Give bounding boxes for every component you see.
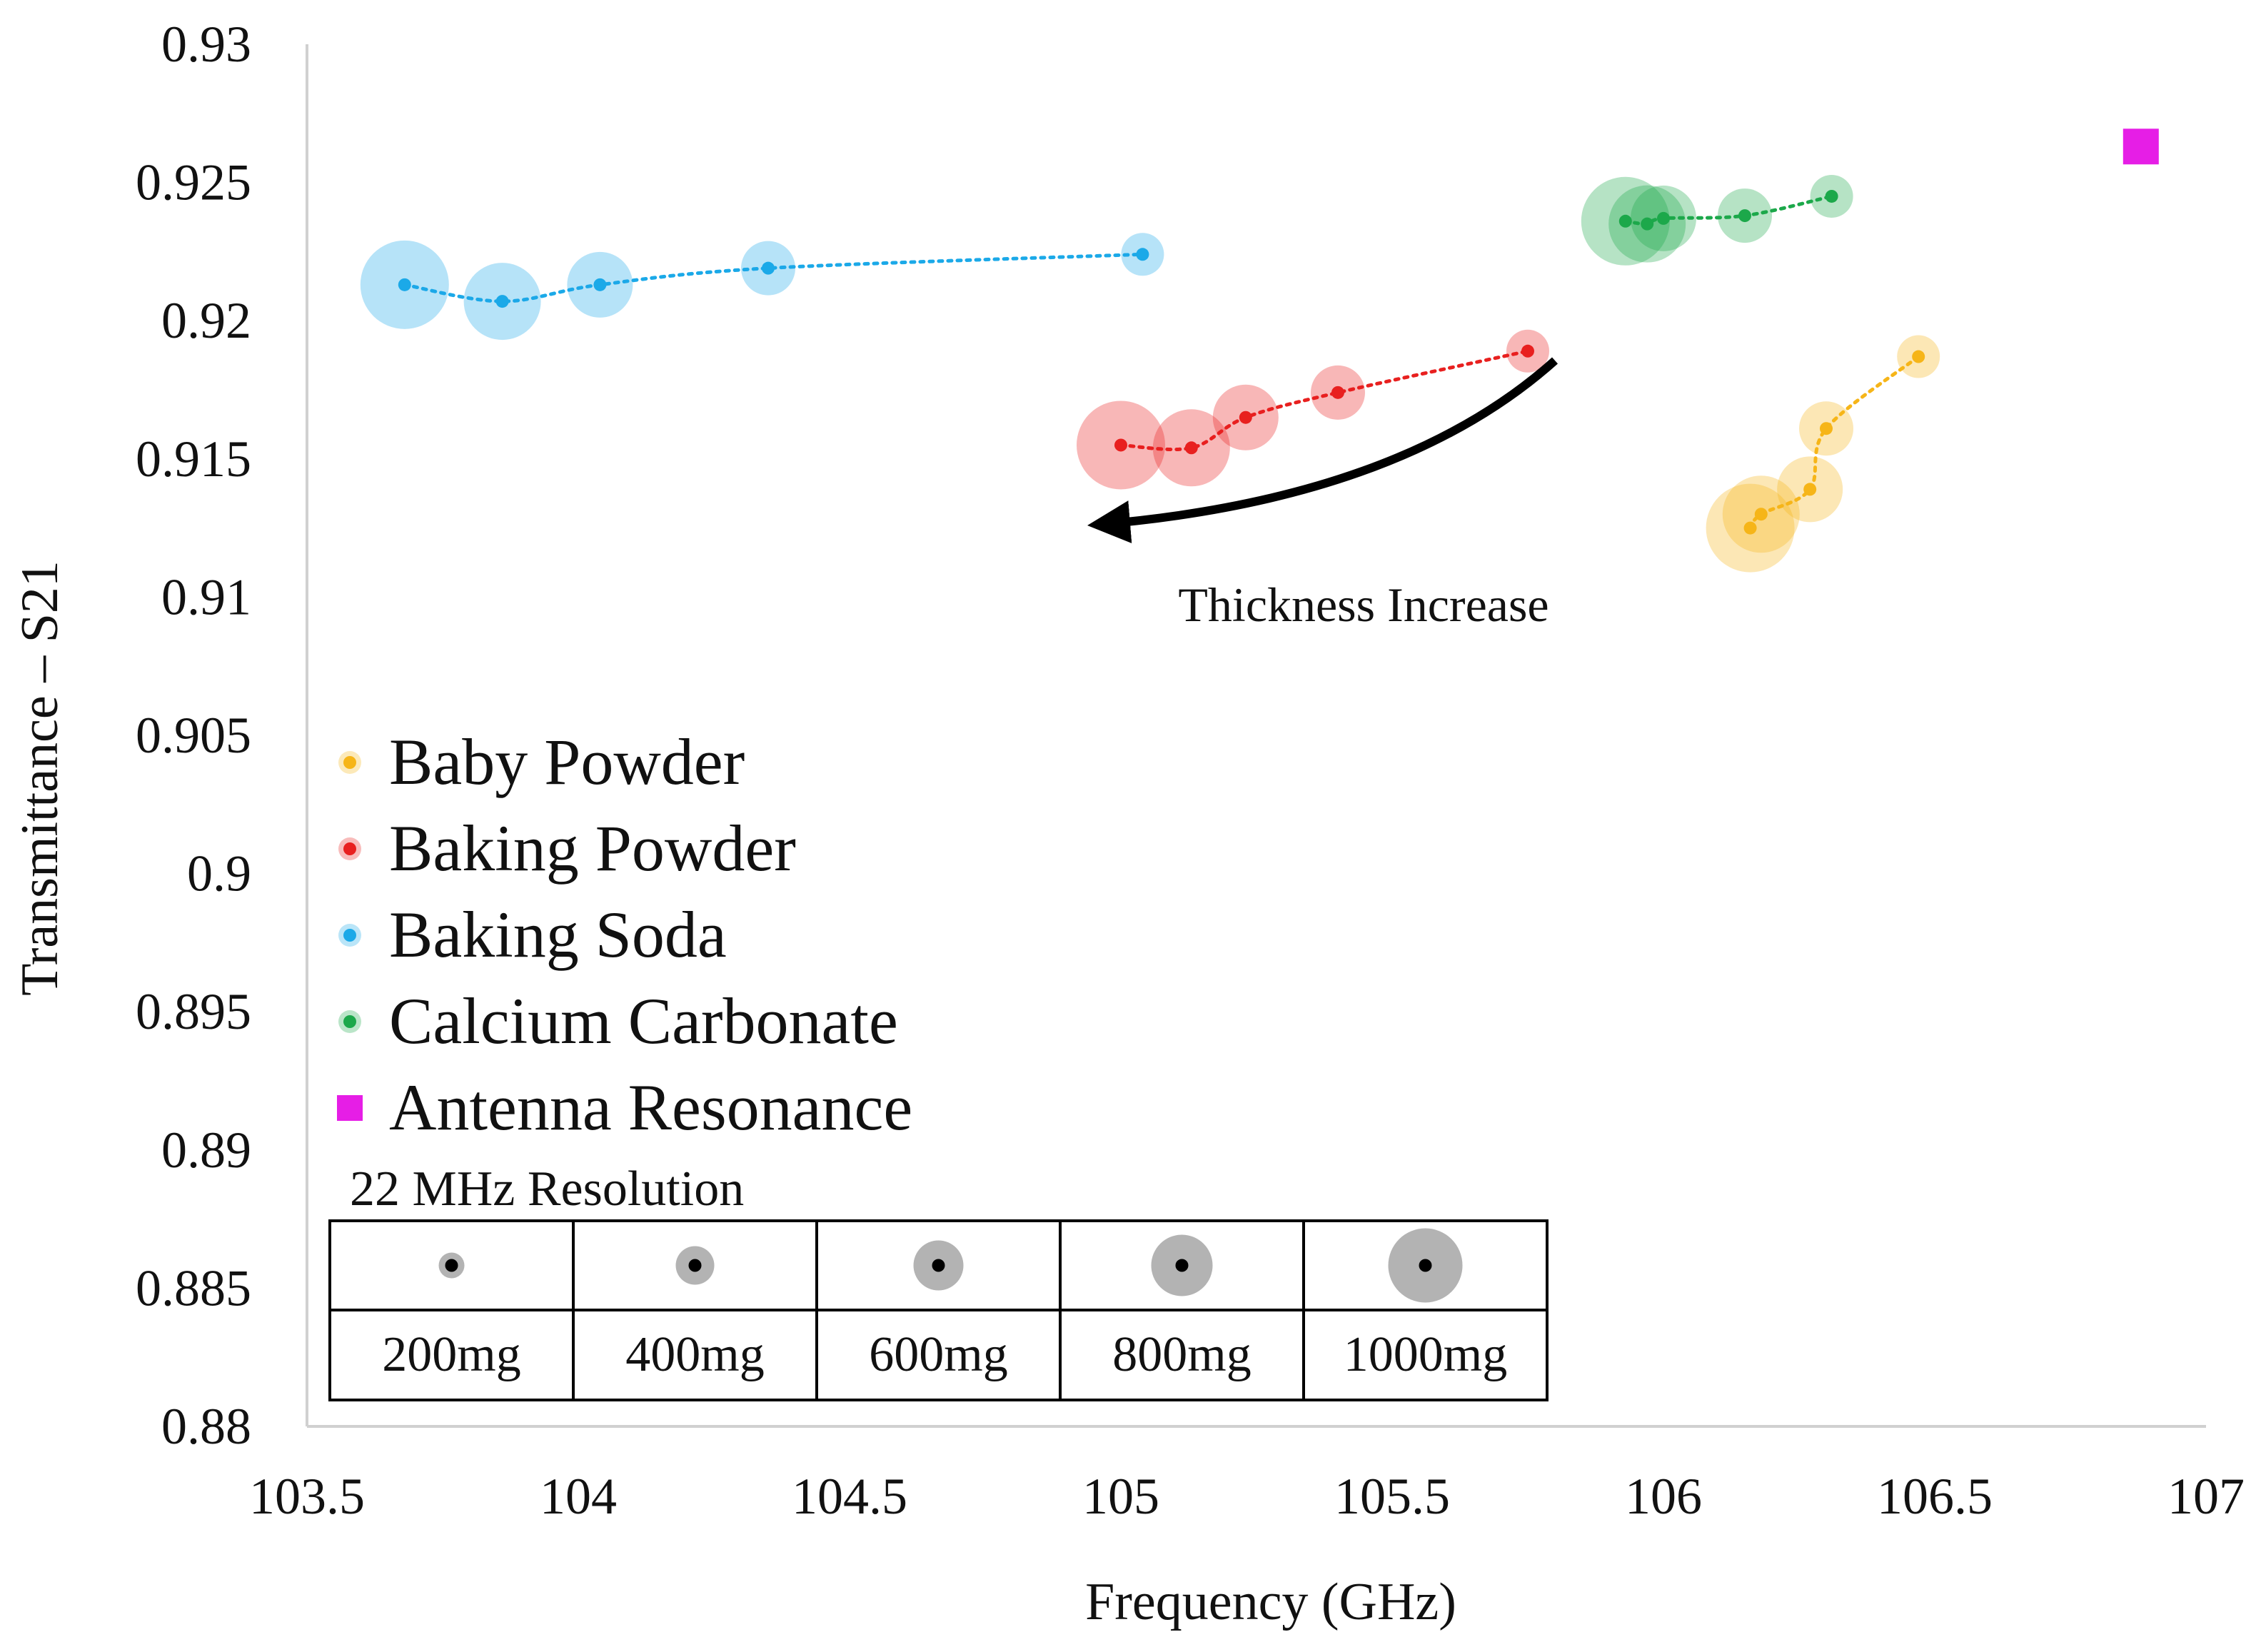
baking-soda-point [495, 295, 509, 308]
size-key: 22 MHz Resolution 200mg 400mg 600mg 800mg 10… [328, 1162, 1549, 1401]
baking-soda-point [398, 278, 411, 291]
size-key-label: 1000mg [1344, 1327, 1507, 1382]
baking-powder-point [1521, 344, 1534, 358]
legend-label-baby-powder: Baby Powder [389, 725, 745, 798]
legend-label-antenna-resonance: Antenna Resonance [389, 1071, 912, 1144]
y-axis-label: Transmittance – S21 [11, 560, 69, 996]
x-tick-labels: 103.5 104 104.5 105 105.5 106 106.5 107 [249, 1468, 2245, 1525]
size-key-dot [1419, 1259, 1432, 1272]
size-key-label: 200mg [382, 1327, 520, 1382]
thickness-annotation: Thickness Increase [1087, 357, 1558, 632]
y-tick-label: 0.93 [161, 16, 251, 73]
baking-soda-point [593, 278, 607, 291]
antenna-resonance-marker [2123, 129, 2159, 165]
y-tick-labels: 0.93 0.925 0.92 0.915 0.91 0.905 0.9 0.895 0.89 0… [136, 16, 251, 1455]
baby-powder-point [1743, 521, 1757, 535]
calcium-carbonate-point [1641, 217, 1654, 231]
y-tick-label: 0.89 [161, 1122, 251, 1179]
baking-powder-trendline [1119, 349, 1530, 452]
size-key-label: 800mg [1112, 1327, 1251, 1382]
baking-powder-point [1239, 411, 1252, 424]
y-tick-label: 0.885 [136, 1259, 251, 1316]
data-points [398, 129, 2159, 535]
y-tick-label: 0.895 [136, 983, 251, 1040]
legend-label-calcium-carbonate: Calcium Carbonate [389, 984, 898, 1057]
y-tick-label: 0.92 [161, 292, 251, 349]
legend: Baby Powder Baking Powder Baking Soda Calci… [337, 725, 912, 1144]
calcium-carbonate-point [1618, 214, 1632, 228]
x-tick-label: 103.5 [249, 1468, 365, 1525]
y-tick-label: 0.91 [161, 568, 251, 625]
legend-marker-baking-powder [343, 842, 356, 855]
legend-label-baking-powder: Baking Powder [389, 812, 796, 885]
baby-powder-trendline [1748, 355, 1920, 530]
baby-powder-point [1820, 422, 1833, 435]
baking-soda-trendline [403, 252, 1144, 303]
x-tick-label: 105 [1082, 1468, 1159, 1525]
y-tick-label: 0.905 [136, 707, 251, 764]
x-tick-label: 104 [540, 1468, 617, 1525]
size-key-label: 400mg [625, 1327, 764, 1382]
calcium-carbonate-point [1657, 211, 1670, 225]
baby-powder-point [1803, 483, 1817, 496]
legend-label-baking-soda: Baking Soda [389, 898, 727, 971]
legend-marker-baby-powder [343, 756, 356, 769]
y-tick-label: 0.88 [161, 1398, 251, 1455]
size-key-label: 600mg [869, 1327, 1007, 1382]
thickness-annotation-text: Thickness Increase [1178, 578, 1549, 632]
x-tick-label: 105.5 [1334, 1468, 1450, 1525]
size-key-dot [1175, 1259, 1189, 1272]
size-key-dot [445, 1259, 458, 1272]
axes [306, 44, 2206, 1428]
legend-marker-antenna-resonance [337, 1095, 363, 1121]
data-bubbles [360, 174, 1940, 573]
calcium-carbonate-point [1738, 209, 1751, 223]
y-tick-label: 0.915 [136, 430, 251, 488]
size-key-dot [688, 1259, 702, 1272]
baby-powder-point [1754, 508, 1768, 521]
baking-powder-point [1184, 441, 1198, 455]
x-axis-label: Frequency (GHz) [1085, 1573, 1456, 1631]
size-key-title: 22 MHz Resolution [350, 1162, 744, 1217]
baking-soda-point [1136, 248, 1149, 261]
calcium-carbonate-point [1825, 189, 1838, 203]
legend-marker-calcium-carbonate [343, 1015, 356, 1028]
baking-powder-point [1114, 438, 1127, 452]
legend-marker-baking-soda [343, 929, 356, 942]
y-tick-label: 0.925 [136, 154, 251, 211]
x-tick-label: 104.5 [792, 1468, 907, 1525]
baking-soda-point [762, 261, 775, 275]
x-tick-label: 106.5 [1877, 1468, 1993, 1525]
thickness-arrow [1087, 357, 1558, 543]
size-key-dot [932, 1259, 945, 1272]
baking-powder-point [1331, 386, 1344, 399]
baby-powder-point [1912, 350, 1925, 363]
x-tick-label: 107 [2167, 1468, 2245, 1525]
y-tick-label: 0.9 [187, 845, 251, 902]
x-tick-label: 106 [1625, 1468, 1702, 1525]
